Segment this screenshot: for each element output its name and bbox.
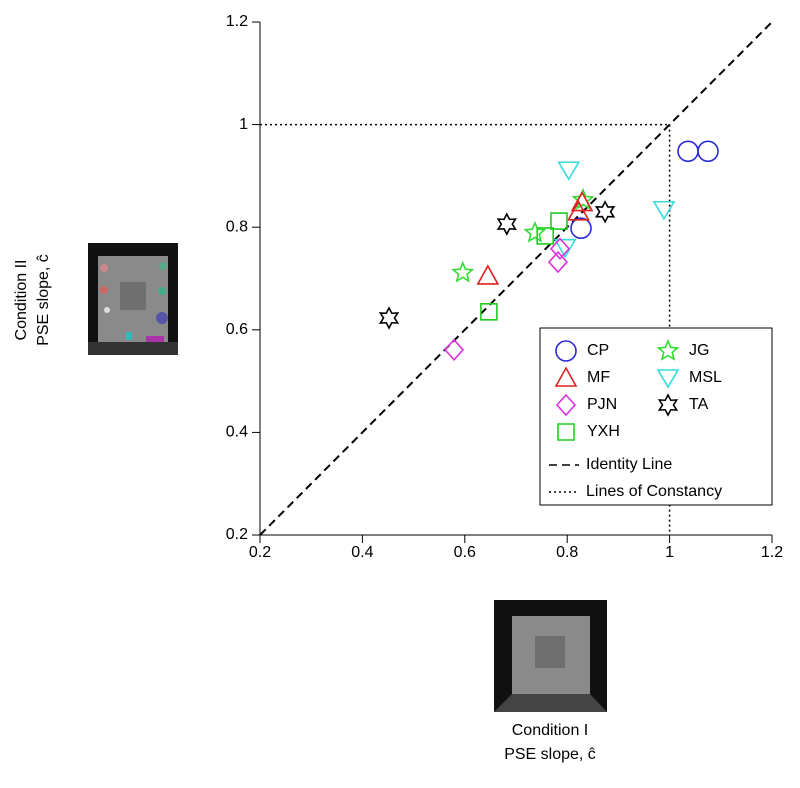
legend-marker [656, 369, 680, 389]
point [536, 227, 554, 245]
y-axis-label: PSE slope, ĉ [35, 254, 52, 346]
x-tick-label: 1.2 [761, 544, 783, 561]
point [451, 260, 475, 283]
legend-marker [555, 393, 577, 417]
point [652, 200, 676, 221]
y-tick-label: 0.2 [226, 526, 248, 543]
legend-marker [656, 338, 680, 361]
point [571, 187, 595, 210]
point [697, 140, 719, 163]
legend-label: Identity Line [586, 456, 672, 473]
x-tick-label: 0.4 [351, 544, 373, 561]
point [443, 338, 465, 362]
legend-label: CP [587, 342, 609, 359]
y-tick-label: 1.2 [226, 13, 248, 30]
point [523, 220, 547, 243]
scene-thumbnail-bottom [494, 600, 607, 712]
legend-marker [557, 423, 575, 441]
legend-label: PJN [587, 396, 617, 413]
legend-marker [555, 340, 577, 362]
legend-label: TA [689, 396, 709, 413]
legend-box [539, 327, 773, 506]
x-tick-label: 0.2 [249, 544, 271, 561]
legend-label: MF [587, 369, 610, 386]
point [567, 200, 590, 221]
point [480, 303, 498, 321]
legend-marker [554, 366, 578, 387]
legend-marker [657, 393, 679, 417]
point [476, 264, 500, 285]
identity-line [259, 21, 773, 536]
point [378, 306, 400, 330]
x-tick-label: 0.8 [556, 544, 578, 561]
point [553, 238, 577, 259]
y-axis-label: Condition II [13, 260, 30, 341]
point [570, 190, 594, 212]
legend-label: YXH [587, 423, 620, 440]
point [677, 140, 699, 163]
legend-label: JG [689, 342, 709, 359]
y-tick-label: 0.6 [226, 321, 248, 338]
y-tick-label: 0.4 [226, 424, 248, 441]
point [594, 200, 616, 224]
x-axis-label: PSE slope, ĉ [504, 746, 596, 763]
point [496, 212, 517, 236]
y-tick-label: 1 [239, 116, 248, 133]
x-tick-label: 1 [665, 544, 674, 561]
legend-label: Lines of Constancy [586, 483, 722, 500]
point [549, 237, 571, 260]
y-tick-label: 0.8 [226, 218, 248, 235]
point [547, 250, 569, 274]
legend-label: MSL [689, 369, 722, 386]
point [570, 217, 592, 240]
x-axis-label: Condition I [512, 722, 589, 739]
point [550, 212, 568, 230]
point [557, 161, 581, 181]
x-tick-label: 0.6 [454, 544, 476, 561]
scene-thumbnail-left [88, 243, 178, 355]
